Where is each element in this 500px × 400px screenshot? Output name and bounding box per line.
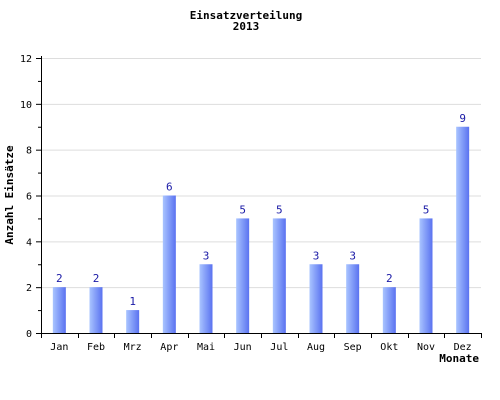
bar-aug [309,264,323,333]
x-tick-label: Mai [197,342,215,353]
data-label-mrz: 1 [129,295,136,308]
y-tick-label: 8 [26,146,32,157]
y-axis-label: Anzahl Einsätze [3,145,16,245]
y-tick-label: 0 [26,329,32,340]
x-tick-label: Sep [344,342,362,353]
data-labels: 2 2 1 6 3 5 5 3 3 2 5 9 [56,112,466,308]
data-label-mai: 3 [203,249,210,262]
bar-nov [419,218,433,333]
bar-jun [236,218,250,333]
x-tick-label: Feb [87,342,105,353]
data-label-sep: 3 [349,249,356,262]
bar-jul [272,218,286,333]
bar-apr [162,195,176,333]
y-tick-label: 6 [26,192,32,203]
bars [52,126,470,333]
x-tick-label: Apr [160,342,178,353]
y-tick-label: 10 [20,100,32,111]
x-tick-label: Okt [380,342,398,353]
x-tick-label: Jan [50,342,68,353]
x-tick-label: Mrz [124,342,142,353]
x-tick-label: Jun [234,342,252,353]
data-label-dez: 9 [459,112,466,125]
bar-dez [456,126,470,333]
grid-lines [41,58,481,289]
data-label-feb: 2 [93,272,100,285]
data-label-jul: 5 [276,203,283,216]
x-tick-label: Jul [270,342,288,353]
chart-title: Einsatzverteilung [190,9,303,22]
data-label-jan: 2 [56,272,63,285]
x-tick-label: Aug [307,342,325,353]
bar-mrz [126,310,140,333]
y-tick-label: 12 [20,54,32,65]
data-label-aug: 3 [313,249,320,262]
bar-jan [52,287,66,333]
bar-mai [199,264,213,333]
x-tick-label: Nov [417,342,435,353]
data-label-okt: 2 [386,272,393,285]
y-tick-label: 2 [26,283,32,294]
bar-sep [346,264,360,333]
x-axis-label: Monate [439,352,479,365]
data-label-jun: 5 [239,203,246,216]
y-tick-label: 4 [26,237,32,248]
x-tick-labels: Jan Feb Mrz Apr Mai Jun Jul Aug Sep Okt Nov Dez [50,342,471,353]
y-tick-labels: 0 2 4 6 8 10 12 [20,54,32,340]
x-tick-label: Dez [454,342,472,353]
data-label-nov: 5 [423,203,430,216]
bar-feb [89,287,103,333]
axes [36,56,482,338]
data-label-apr: 6 [166,181,173,194]
bar-okt [382,287,396,333]
chart-subtitle: 2013 [233,20,260,33]
